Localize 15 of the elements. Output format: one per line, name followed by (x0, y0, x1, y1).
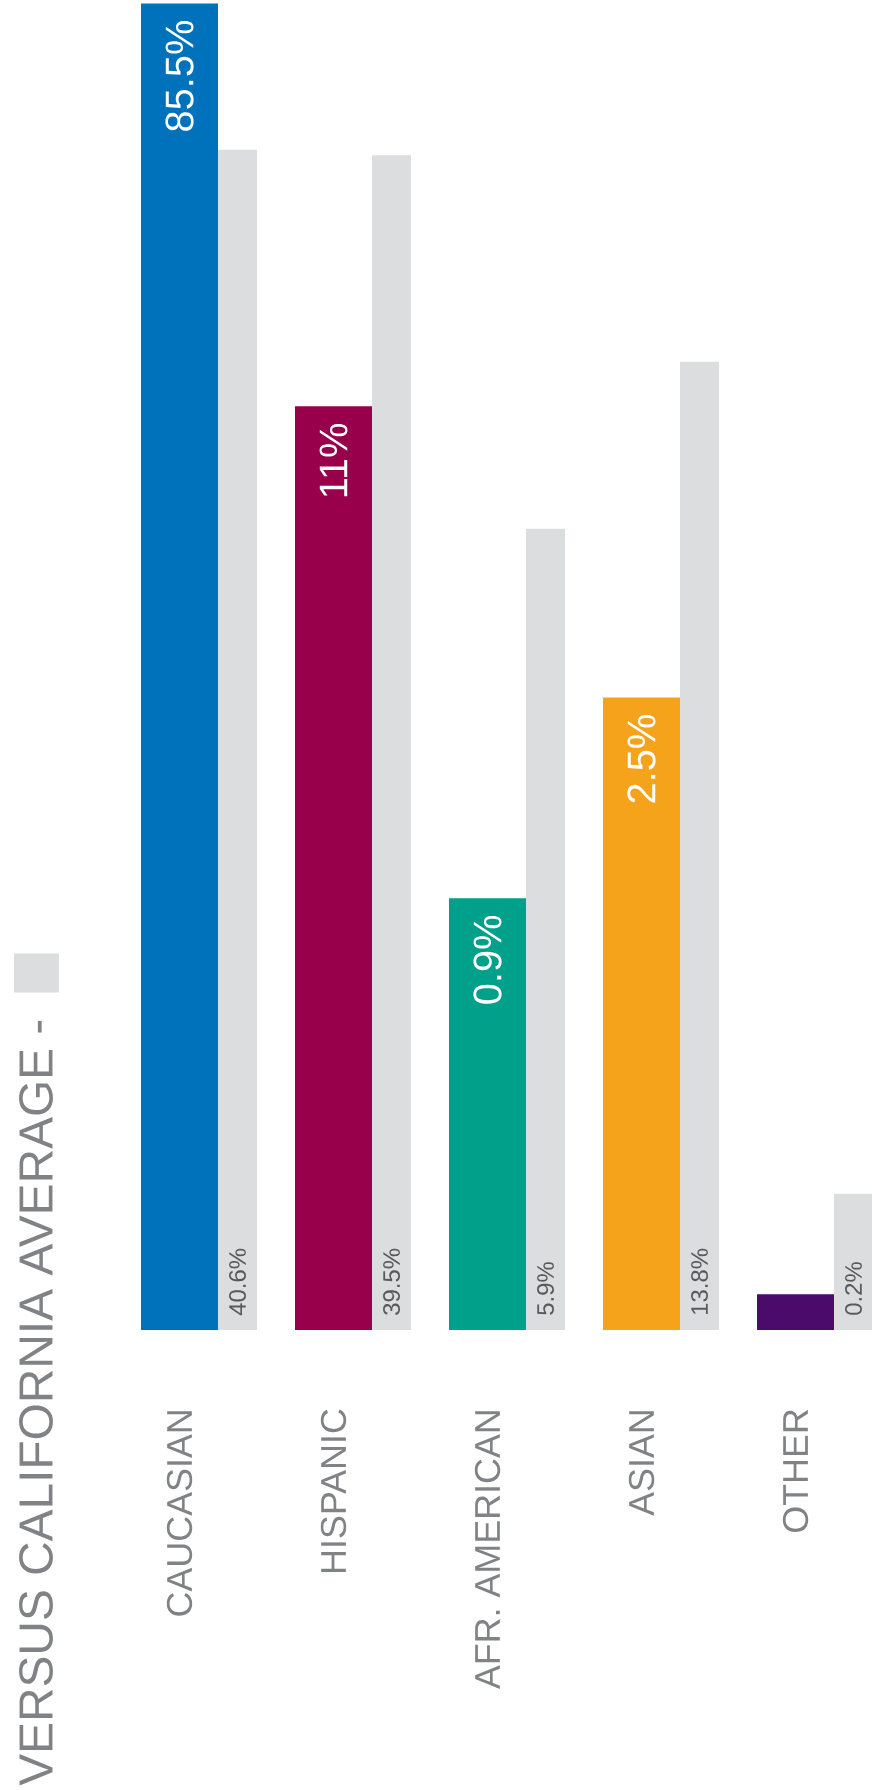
data-label: 0.9% (473, 915, 502, 1004)
x-tick-label: OTHER (782, 1409, 809, 1533)
data-label: 39.5% (383, 1248, 400, 1315)
data-label: 85.5% (165, 21, 194, 131)
data-label: 13.8% (691, 1248, 708, 1314)
data-label: 11% (319, 423, 348, 497)
data-label: 0.2% (845, 1262, 862, 1315)
x-tick-label: CAUCASIAN (166, 1411, 193, 1616)
x-tick-label: AFR. AMERICAN (474, 1411, 501, 1690)
data-label: 2.5% (627, 715, 656, 803)
data-label: 40.6% (229, 1248, 246, 1316)
data-label: 5.9% (537, 1262, 554, 1315)
x-tick-label: ASIAN (628, 1411, 655, 1516)
legend-label: VERSUS CALIFORNIA AVERAGE - (19, 1020, 53, 1786)
x-tick-label: HISPANIC (320, 1409, 347, 1573)
